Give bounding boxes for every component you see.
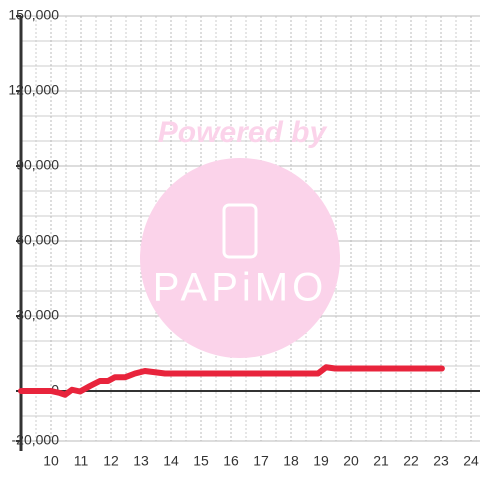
watermark-logo: PAPiMO (153, 266, 327, 310)
x-tick-label: 17 (253, 453, 269, 469)
x-tick-label: 11 (74, 453, 89, 469)
plot: -20,000030,00060,00090,000120,000150,000… (8, 7, 479, 469)
x-tick-label: 19 (313, 453, 329, 469)
line (18, 364, 445, 398)
y-tick-label: -20,000 (12, 432, 60, 448)
x-tick-label: 12 (103, 453, 119, 469)
y-tick-label: 30,000 (16, 307, 59, 323)
y-tick-label: 150,000 (8, 7, 59, 23)
x-tick-label: 16 (223, 453, 239, 469)
y-tick-label: 90,000 (16, 157, 59, 173)
y-tick-label: 120,000 (8, 82, 59, 98)
x-tick-label: 13 (133, 453, 149, 469)
x-tick-label: 18 (283, 453, 299, 469)
watermark: Powered by PAPiMO (140, 116, 340, 358)
x-tick-label: 20 (343, 453, 359, 469)
x-tick-label: 14 (163, 453, 179, 469)
x-tick-label: 15 (193, 453, 209, 469)
watermark-text: Powered by (158, 116, 328, 149)
watermark-icon (222, 203, 258, 259)
x-tick-label: 23 (433, 453, 449, 469)
y-tick-label: 60,000 (16, 232, 59, 248)
x-tick-label: 21 (373, 453, 389, 469)
x-tick-label: 10 (43, 453, 59, 469)
x-tick-label: 22 (403, 453, 419, 469)
x-tick-label: 24 (463, 453, 479, 469)
